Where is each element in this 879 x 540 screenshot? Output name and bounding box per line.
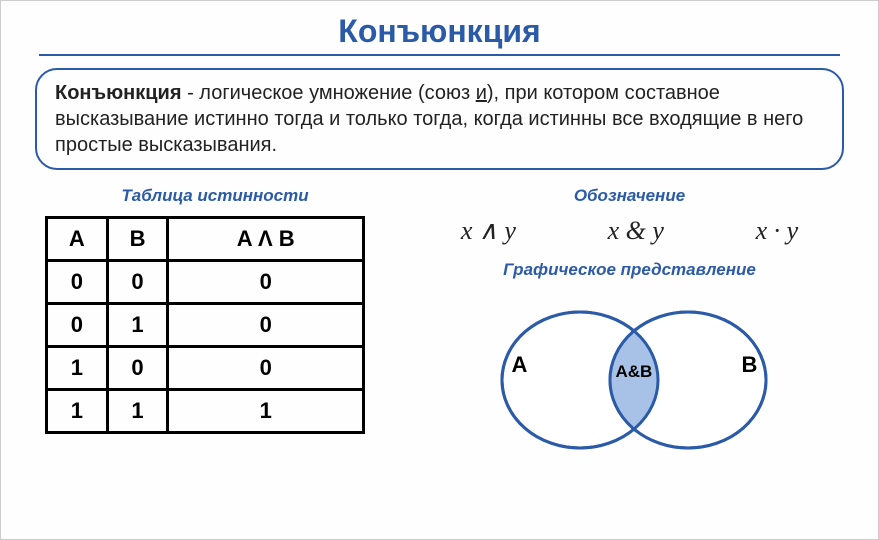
- table-row: 0 0 0: [47, 261, 364, 304]
- table-cell: 1: [47, 347, 108, 390]
- definition-underlined: и: [476, 82, 487, 104]
- table-cell: 1: [107, 390, 168, 433]
- venn-label-ab: A&B: [616, 362, 653, 382]
- table-row: 0 1 0: [47, 304, 364, 347]
- table-cell: 1: [47, 390, 108, 433]
- definition-box: Конъюнкция - логическое умножение (союз …: [35, 68, 844, 170]
- notation-item: x · y: [756, 216, 799, 246]
- table-cell: 0: [168, 347, 364, 390]
- table-row: A B A Λ B: [47, 218, 364, 261]
- truth-table: A B A Λ B 0 0 0 0 1 0 1 0 0: [45, 216, 365, 434]
- graphic-label: Графическое представление: [415, 260, 844, 280]
- notation-row: x ∧ y x & y x · y: [415, 216, 844, 246]
- definition-pre: логическое умножение (союз: [199, 82, 475, 104]
- definition-term: Конъюнкция: [55, 82, 182, 104]
- notation-label: Обозначение: [415, 186, 844, 206]
- venn-label-a: A: [512, 352, 528, 378]
- table-cell: 0: [107, 347, 168, 390]
- table-row: 1 0 0: [47, 347, 364, 390]
- table-cell: 0: [107, 261, 168, 304]
- table-cell: 0: [168, 304, 364, 347]
- venn-label-b: B: [742, 352, 758, 378]
- table-row: 1 1 1: [47, 390, 364, 433]
- table-cell: 0: [168, 261, 364, 304]
- table-cell: 1: [168, 390, 364, 433]
- truth-table-label: Таблица истинности: [35, 186, 395, 206]
- table-cell: 1: [107, 304, 168, 347]
- notation-item: x ∧ y: [461, 216, 516, 246]
- table-header: B: [107, 218, 168, 261]
- table-cell: 0: [47, 304, 108, 347]
- table-header: A Λ B: [168, 218, 364, 261]
- venn-diagram: A B A&B: [450, 290, 810, 470]
- definition-text: Конъюнкция - логическое умножение (союз …: [55, 80, 824, 158]
- definition-dash: -: [182, 82, 200, 104]
- notation-item: x & y: [608, 216, 664, 246]
- title-underline: [39, 54, 840, 56]
- page-title: Конъюнкция: [338, 13, 540, 50]
- table-header: A: [47, 218, 108, 261]
- table-cell: 0: [47, 261, 108, 304]
